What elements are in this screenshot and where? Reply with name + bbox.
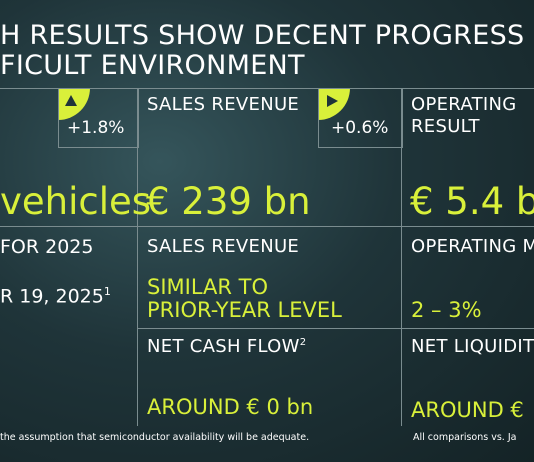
net-cash-flow-label: NET CASH FLOW2 [147,336,306,357]
outlook-date: R 19, 20251 [0,285,111,307]
operating-result-label-line2: RESULT [411,116,480,137]
net-cash-flow-value: AROUND € 0 bn [147,395,314,419]
lower-divider [138,328,534,329]
sales-revenue-change-box [318,88,403,148]
operating-margin-label: OPERATING M [411,236,534,257]
outlook-sales-revenue-label: SALES REVENUE [147,236,300,257]
net-cash-flow-footnote-mark: 2 [299,337,307,348]
footer-comparison: All comparisons vs. Ja [413,432,517,443]
operating-result-label-line1: OPERATING [411,94,517,115]
operating-margin-value: 2 – 3% [411,298,482,322]
headline-line-1: H RESULTS SHOW DECENT PROGRESS [0,20,525,51]
outlook-sales-revenue-value-line2: PRIOR-YEAR LEVEL [147,298,342,322]
middle-divider [0,226,534,227]
footer-note: the assumption that semiconductor availa… [0,432,310,443]
deliveries-change-box [58,88,139,148]
net-liquidity-label: NET LIQUIDIT [411,336,534,357]
sales-revenue-label: SALES REVENUE [147,94,300,115]
outlook-sales-revenue-value-line1: SIMILAR TO [147,275,269,299]
up-arrow-triangle-icon [65,95,77,106]
outlook-date-text: R 19, 2025 [0,285,104,308]
right-arrow-triangle-icon [327,95,338,107]
column-divider-1 [137,88,138,426]
headline-line-2: FICULT ENVIRONMENT [0,50,305,81]
operating-result-value: € 5.4 b [410,180,534,223]
outlook-heading: FOR 2025 [0,236,94,258]
top-divider [0,88,534,89]
deliveries-value: vehicles [0,180,152,223]
column-divider-2 [401,88,402,426]
net-cash-flow-label-text: NET CASH FLOW [147,336,300,357]
sales-revenue-change: +0.6% [331,118,389,138]
sales-revenue-value: € 239 bn [146,180,311,223]
deliveries-change: +1.8% [67,118,125,138]
net-liquidity-value: AROUND € [411,398,524,422]
outlook-footnote-mark: 1 [103,285,111,298]
